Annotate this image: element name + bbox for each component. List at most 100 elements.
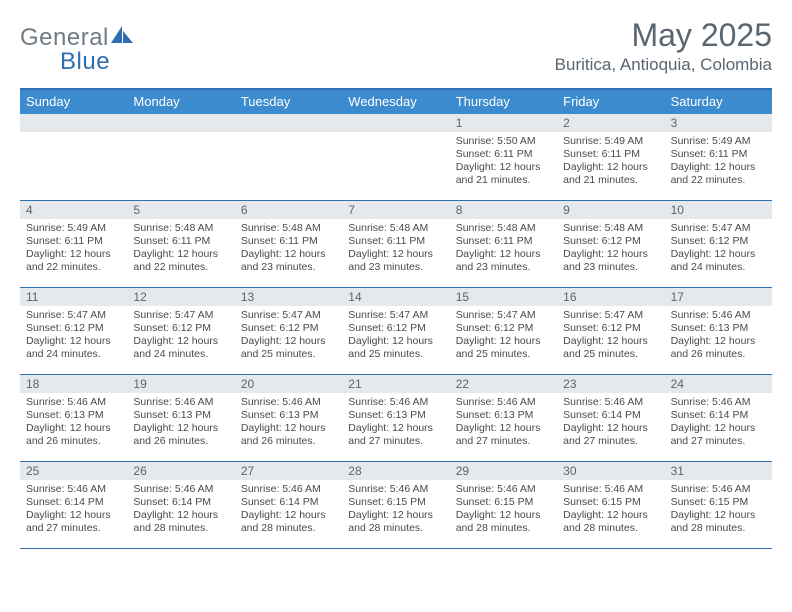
day-number: 6 xyxy=(235,201,342,219)
day-cell: 16Sunrise: 5:47 AMSunset: 6:12 PMDayligh… xyxy=(557,288,664,374)
calendar-page: GeneralBlue May 2025 Buritica, Antioquia… xyxy=(0,0,792,612)
day-body: Sunrise: 5:50 AMSunset: 6:11 PMDaylight:… xyxy=(450,132,557,192)
day-number: 30 xyxy=(557,462,664,480)
sunset-line: Sunset: 6:15 PM xyxy=(563,496,658,509)
day-number: 25 xyxy=(20,462,127,480)
daylight-line: Daylight: 12 hours and 24 minutes. xyxy=(133,335,228,361)
logo-text-blue: Blue xyxy=(60,48,110,75)
daylight-line: Daylight: 12 hours and 28 minutes. xyxy=(563,509,658,535)
day-cell: 21Sunrise: 5:46 AMSunset: 6:13 PMDayligh… xyxy=(342,375,449,461)
daylight-line: Daylight: 12 hours and 27 minutes. xyxy=(671,422,766,448)
day-body: Sunrise: 5:49 AMSunset: 6:11 PMDaylight:… xyxy=(557,132,664,192)
week-row: 11Sunrise: 5:47 AMSunset: 6:12 PMDayligh… xyxy=(20,288,772,375)
daylight-line: Daylight: 12 hours and 25 minutes. xyxy=(241,335,336,361)
daylight-line: Daylight: 12 hours and 21 minutes. xyxy=(456,161,551,187)
daylight-line: Daylight: 12 hours and 28 minutes. xyxy=(671,509,766,535)
day-cell: 18Sunrise: 5:46 AMSunset: 6:13 PMDayligh… xyxy=(20,375,127,461)
day-number: 21 xyxy=(342,375,449,393)
day-cell: 22Sunrise: 5:46 AMSunset: 6:13 PMDayligh… xyxy=(450,375,557,461)
day-header: Monday xyxy=(127,90,234,114)
day-body: Sunrise: 5:49 AMSunset: 6:11 PMDaylight:… xyxy=(665,132,772,192)
day-cell: 23Sunrise: 5:46 AMSunset: 6:14 PMDayligh… xyxy=(557,375,664,461)
daylight-line: Daylight: 12 hours and 27 minutes. xyxy=(348,422,443,448)
day-cell: 8Sunrise: 5:48 AMSunset: 6:11 PMDaylight… xyxy=(450,201,557,287)
day-number: 3 xyxy=(665,114,772,132)
sunrise-line: Sunrise: 5:46 AM xyxy=(671,396,766,409)
daylight-line: Daylight: 12 hours and 25 minutes. xyxy=(456,335,551,361)
day-body: Sunrise: 5:46 AMSunset: 6:15 PMDaylight:… xyxy=(342,480,449,540)
day-cell: 26Sunrise: 5:46 AMSunset: 6:14 PMDayligh… xyxy=(127,462,234,548)
day-cell: 5Sunrise: 5:48 AMSunset: 6:11 PMDaylight… xyxy=(127,201,234,287)
sunrise-line: Sunrise: 5:46 AM xyxy=(563,396,658,409)
sunrise-line: Sunrise: 5:47 AM xyxy=(133,309,228,322)
day-cell: 6 Sunrise: 5:48 AMSunset: 6:11 PMDaylight… xyxy=(235,201,342,287)
day-cell xyxy=(342,114,449,200)
day-body: Sunrise: 5:46 AMSunset: 6:15 PMDaylight:… xyxy=(557,480,664,540)
sunrise-line: Sunrise: 5:49 AM xyxy=(26,222,121,235)
sunset-line: Sunset: 6:15 PM xyxy=(348,496,443,509)
day-number: 13 xyxy=(235,288,342,306)
day-cell xyxy=(127,114,234,200)
day-cell: 17Sunrise: 5:46 AMSunset: 6:13 PMDayligh… xyxy=(665,288,772,374)
week-row: 1Sunrise: 5:50 AMSunset: 6:11 PMDaylight… xyxy=(20,114,772,201)
sunset-line: Sunset: 6:11 PM xyxy=(348,235,443,248)
daylight-line: Daylight: 12 hours and 27 minutes. xyxy=(563,422,658,448)
day-cell: 13Sunrise: 5:47 AMSunset: 6:12 PMDayligh… xyxy=(235,288,342,374)
day-number: 23 xyxy=(557,375,664,393)
day-cell: 20Sunrise: 5:46 AMSunset: 6:13 PMDayligh… xyxy=(235,375,342,461)
daylight-line: Daylight: 12 hours and 21 minutes. xyxy=(563,161,658,187)
day-number: 18 xyxy=(20,375,127,393)
day-number: 14 xyxy=(342,288,449,306)
day-number: 10 xyxy=(665,201,772,219)
day-number: 8 xyxy=(450,201,557,219)
day-header: Wednesday xyxy=(342,90,449,114)
day-body: Sunrise: 5:46 AMSunset: 6:14 PMDaylight:… xyxy=(557,393,664,453)
day-body: Sunrise: 5:48 AMSunset: 6:11 PMDaylight:… xyxy=(127,219,234,279)
day-body: Sunrise: 5:46 AMSunset: 6:15 PMDaylight:… xyxy=(665,480,772,540)
week-row: 25 Sunrise: 5:46 AM Sunset: 6:14 PM Dayligh… xyxy=(20,462,772,549)
sunset-line: Sunset: 6:12 PM xyxy=(456,322,551,335)
day-cell: 31Sunrise: 5:46 AMSunset: 6:15 PMDayligh… xyxy=(665,462,772,548)
sunset-line: Sunset: 6:12 PM xyxy=(563,235,658,248)
daylight-line: Daylight: 12 hours and 28 minutes. xyxy=(133,509,228,535)
day-number: 31 xyxy=(665,462,772,480)
sunrise-line: Sunrise: 5:49 AM xyxy=(671,135,766,148)
day-number: 16 xyxy=(557,288,664,306)
day-number xyxy=(20,114,127,132)
sunset-line: Sunset: 6:11 PM xyxy=(26,235,121,248)
daylight-line: Daylight: 12 hours and 23 minutes. xyxy=(241,248,336,274)
sunrise-line: Sunrise: 5:48 AM xyxy=(241,222,336,235)
sunrise-line: Sunrise: 5:47 AM xyxy=(26,309,121,322)
sunset-line: Sunset: 6:12 PM xyxy=(26,322,121,335)
day-cell: 25Sunrise: 5:46 AMSunset: 6:14 PMDayligh… xyxy=(20,462,127,548)
calendar: SundayMondayTuesdayWednesdayThursdayFrid… xyxy=(20,88,772,549)
day-body: Sunrise: 5:47 AMSunset: 6:12 PMDaylight:… xyxy=(665,219,772,279)
daylight-line: Daylight: 12 hours and 22 minutes. xyxy=(671,161,766,187)
day-body: Sunrise: 5:47 AMSunset: 6:12 PMDaylight:… xyxy=(450,306,557,366)
day-cell: 27Sunrise: 5:46 AMSunset: 6:14 PMDayligh… xyxy=(235,462,342,548)
day-cell: 4Sunrise: 5:49 AMSunset: 6:11 PMDaylight… xyxy=(20,201,127,287)
day-cell: 12Sunrise: 5:47 AMSunset: 6:12 PMDayligh… xyxy=(127,288,234,374)
day-cell: 11Sunrise: 5:47 AMSunset: 6:12 PMDayligh… xyxy=(20,288,127,374)
day-number: 5 xyxy=(127,201,234,219)
daylight-line: Daylight: 12 hours and 26 minutes. xyxy=(241,422,336,448)
location: Buritica, Antioquia, Colombia xyxy=(555,55,772,75)
day-number: 2 xyxy=(557,114,664,132)
sunrise-line: Sunrise: 5:47 AM xyxy=(563,309,658,322)
day-body: Sunrise: 5:46 AMSunset: 6:13 PMDaylight:… xyxy=(342,393,449,453)
sunrise-line: Sunrise: 5:46 AM xyxy=(671,483,766,496)
day-body: Sunrise: 5:47 AMSunset: 6:12 PMDaylight:… xyxy=(235,306,342,366)
daylight-line: Daylight: 12 hours and 26 minutes. xyxy=(26,422,121,448)
daylight-line: Daylight: 12 hours and 22 minutes. xyxy=(133,248,228,274)
sunset-line: Sunset: 6:14 PM xyxy=(26,496,121,509)
sunset-line: Sunset: 6:11 PM xyxy=(241,235,336,248)
sunset-line: Sunset: 6:11 PM xyxy=(671,148,766,161)
logo: General xyxy=(20,18,135,52)
daylight-line: Daylight: 12 hours and 24 minutes. xyxy=(26,335,121,361)
sunset-line: Sunset: 6:13 PM xyxy=(456,409,551,422)
sunrise-line: Sunrise: 5:47 AM xyxy=(348,309,443,322)
sunset-line: Sunset: 6:13 PM xyxy=(671,322,766,335)
day-cell xyxy=(235,114,342,200)
day-body xyxy=(127,132,234,192)
day-body xyxy=(235,132,342,192)
